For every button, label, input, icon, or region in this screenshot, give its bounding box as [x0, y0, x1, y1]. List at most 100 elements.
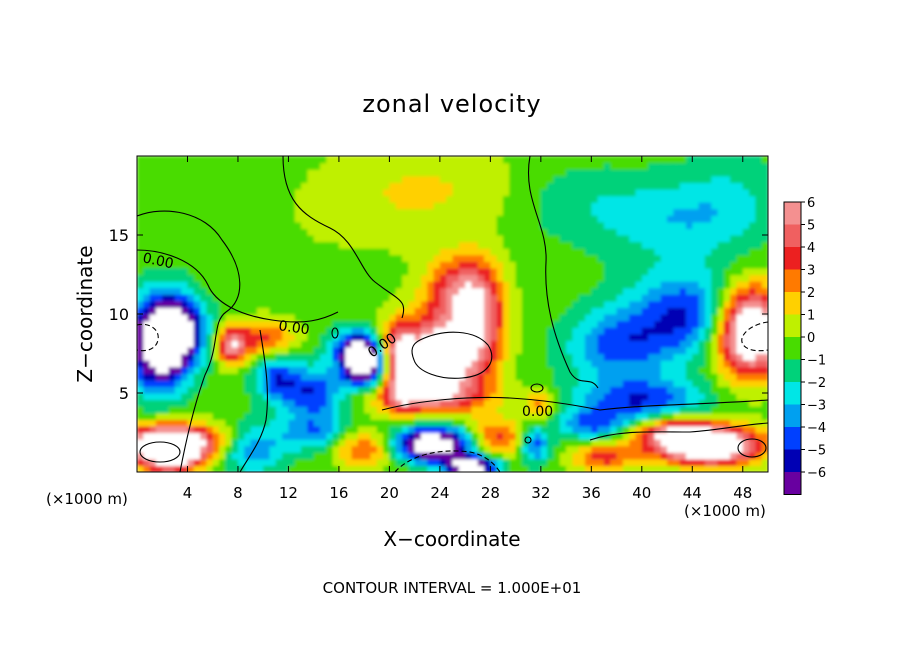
heatmap-cell — [629, 465, 637, 472]
heatmap-cell — [206, 346, 214, 355]
heatmap-cell — [528, 169, 536, 177]
heatmap-cell — [263, 162, 271, 170]
heatmap-cell — [667, 235, 674, 243]
colorbar-swatch — [784, 382, 801, 405]
heatmap-cell — [484, 307, 491, 315]
heatmap-cell — [742, 465, 750, 472]
heatmap-cell — [225, 393, 233, 401]
heatmap-cell — [654, 182, 662, 190]
heatmap-cell — [357, 333, 365, 341]
heatmap-cell — [332, 320, 340, 328]
heatmap-cell — [427, 281, 435, 289]
heatmap-cell — [622, 162, 630, 170]
heatmap-cell — [679, 221, 687, 230]
heatmap-cell — [490, 182, 498, 190]
heatmap-cell — [603, 182, 611, 190]
heatmap-cell — [553, 175, 561, 183]
heatmap-cell — [427, 228, 435, 236]
heatmap-cell — [610, 221, 618, 230]
heatmap-cell — [244, 373, 252, 381]
heatmap-cell — [338, 156, 346, 164]
heatmap-cell — [641, 366, 649, 374]
heatmap-cell — [351, 267, 359, 276]
heatmap-cell — [319, 261, 327, 269]
heatmap-cell — [654, 195, 662, 203]
heatmap-cell — [187, 241, 195, 249]
heatmap-cell — [547, 267, 555, 276]
heatmap-cell — [376, 393, 384, 401]
heatmap-cell — [402, 307, 409, 315]
colorbar-swatch — [784, 337, 801, 360]
heatmap-cell — [704, 182, 712, 190]
heatmap-cell — [502, 353, 510, 361]
heatmap-cell — [496, 300, 504, 309]
heatmap-cell — [730, 393, 738, 401]
heatmap-cell — [755, 182, 763, 190]
heatmap-cell — [477, 386, 485, 394]
heatmap-cell — [490, 445, 498, 453]
heatmap-cell — [496, 419, 504, 427]
heatmap-cell — [723, 267, 731, 276]
heatmap-cell — [458, 248, 466, 256]
heatmap-cell — [698, 208, 706, 216]
heatmap-cell — [288, 248, 296, 256]
heatmap-cell — [736, 432, 744, 440]
heatmap-cell — [427, 327, 435, 335]
heatmap-cell — [553, 294, 561, 302]
heatmap-cell — [181, 248, 189, 256]
heatmap-cell — [673, 320, 681, 328]
heatmap-cell — [616, 346, 624, 355]
heatmap-cell — [458, 419, 466, 427]
heatmap-cell — [370, 458, 378, 467]
heatmap-cell — [559, 175, 567, 183]
heatmap-cell — [477, 425, 485, 434]
heatmap-cell — [319, 294, 327, 302]
heatmap-cell — [736, 169, 744, 177]
heatmap-cell — [357, 281, 365, 289]
heatmap-cell — [231, 346, 239, 355]
contour-zero-ridge — [282, 156, 405, 319]
heatmap-cell — [711, 314, 719, 322]
heatmap-cell — [704, 340, 712, 348]
heatmap-cell — [603, 241, 611, 249]
heatmap-cell — [225, 156, 233, 164]
heatmap-cell — [332, 162, 340, 170]
heatmap-cell — [477, 465, 485, 472]
heatmap-cell — [484, 465, 491, 472]
heatmap-cell — [622, 281, 630, 289]
heatmap-cell — [345, 346, 353, 355]
heatmap-cell — [338, 307, 346, 315]
heatmap-cell — [250, 406, 258, 414]
heatmap-cell — [673, 458, 681, 467]
heatmap-cell — [648, 300, 656, 309]
heatmap-cell — [717, 182, 725, 190]
heatmap-cell — [648, 465, 656, 472]
colorbar-swatch — [784, 292, 801, 315]
heatmap-cell — [660, 281, 668, 289]
heatmap-cell — [496, 406, 504, 414]
heatmap-cell — [616, 202, 624, 210]
heatmap-cell — [723, 208, 731, 216]
heatmap-cell — [521, 320, 529, 328]
heatmap-cell — [370, 439, 378, 447]
heatmap-cell — [433, 439, 441, 447]
heatmap-cell — [244, 419, 252, 427]
heatmap-cell — [635, 425, 643, 434]
heatmap-cell — [477, 300, 485, 309]
heatmap-cell — [338, 300, 346, 309]
heatmap-cell — [231, 353, 239, 361]
heatmap-cell — [566, 314, 573, 322]
heatmap-cell — [641, 399, 649, 407]
heatmap-cell — [585, 412, 592, 420]
heatmap-cell — [446, 248, 454, 256]
heatmap-cell — [641, 353, 649, 361]
heatmap-cell — [622, 399, 630, 407]
heatmap-cell — [389, 346, 397, 355]
heatmap-cell — [585, 208, 592, 216]
heatmap-cell — [603, 228, 611, 236]
heatmap-cell — [597, 452, 605, 460]
heatmap-cell — [395, 294, 403, 302]
heatmap-cell — [667, 399, 674, 407]
heatmap-cell — [137, 452, 144, 460]
heatmap-cell — [471, 452, 479, 460]
